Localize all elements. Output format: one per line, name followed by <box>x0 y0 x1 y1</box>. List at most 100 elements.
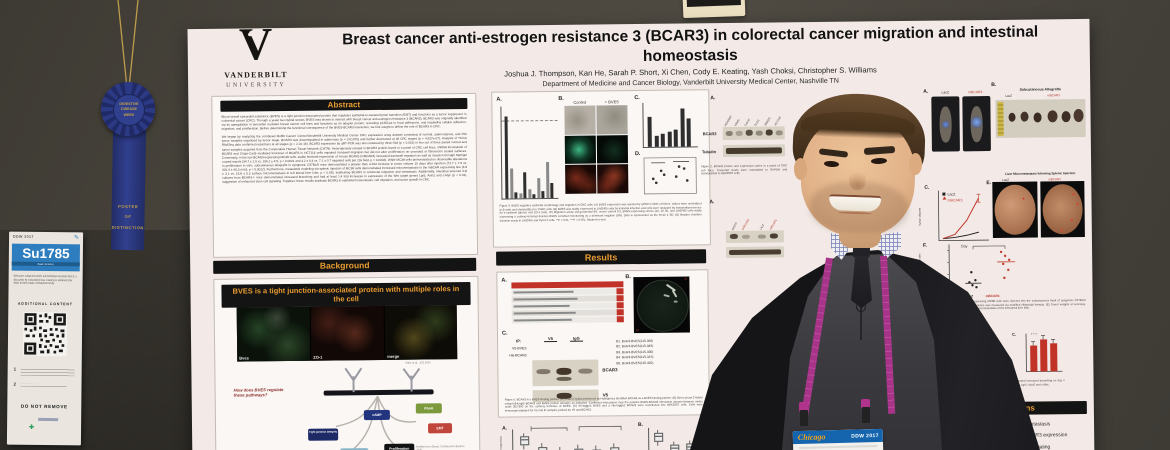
invivo-c2-label: C. <box>1011 331 1017 337</box>
fig5-b-label: B. <box>625 274 631 281</box>
ear-right <box>909 153 922 175</box>
lane-label: HEK293T <box>723 114 733 128</box>
mouse-image-mbcar3 <box>962 96 991 152</box>
tail-line: DISTINCTION <box>111 224 144 231</box>
card-step-2: 2 <box>13 381 17 387</box>
construct-item: B5. Bcar3-BVES(115-302) <box>616 360 654 366</box>
session-code: Su1785 <box>22 245 70 262</box>
abstract-paragraph-2: We began by analyzing the combined Moffi… <box>221 132 468 184</box>
ribbon-tail: POSTER OF DISTINCTION <box>110 129 147 251</box>
bves-panel-title: BVES is a tight junction-associated prot… <box>221 281 471 308</box>
eposter-logo: ✚ <box>29 416 59 431</box>
card-brand-logo: DDW 2017 <box>13 234 34 239</box>
invivo-e-label: E. <box>986 180 992 187</box>
badge-clip-left-metal <box>800 410 808 426</box>
red-if-control <box>565 164 597 194</box>
coip-ip-label: IP: <box>516 338 522 344</box>
card-warning: DO NOT REMOVE <box>20 403 68 410</box>
liver-photo-lacz <box>992 181 1038 239</box>
fig3-if-grid <box>564 105 629 194</box>
y2h-table <box>511 281 624 324</box>
group-label: shBCAR3 <box>740 218 751 231</box>
fig3-dotplot-d <box>643 156 697 195</box>
lane-label: SW620 <box>763 116 772 127</box>
micro-citation: Osler et al., JCS 2005 <box>405 361 431 365</box>
coip-row1-label: V5-BVES <box>512 346 527 351</box>
rosette-line: DISEASE <box>121 107 137 112</box>
pathway-connectors <box>335 395 417 450</box>
session-card: DDW 2017 ✎ Su1785 Basic Science BREAST C… <box>6 231 84 446</box>
fig3-c-label: C. <box>634 95 640 102</box>
pathway-question: How does BVES regulate these pathways? <box>233 387 284 399</box>
tubulin-blot-strip <box>722 144 785 158</box>
blots-caption: Figure 2. BCAR3 protein and expression v… <box>701 163 788 176</box>
microscopy-strip: Bves ZO-1 merge <box>236 305 458 362</box>
sweater-zipper <box>860 300 862 340</box>
step1-text-lines <box>20 367 75 377</box>
construct-list: B1. Bcar3-BVES(115-360) B2. Bcar3-BVES(1… <box>616 338 704 366</box>
red-if-bves <box>597 164 629 193</box>
background-header: Background <box>213 257 477 274</box>
tumor-volume-chart: LacZ mBCAR3 Day <box>937 190 989 248</box>
badge-text-line <box>799 444 878 450</box>
fig3-col-header-bves: + BVES <box>604 99 619 105</box>
pen-icon: ✎ <box>73 235 80 242</box>
figure3-panel: A. B. Control + BVES <box>491 89 711 248</box>
boxplot-b-label: B. <box>637 421 644 429</box>
coip-row2-label: His-BCAR3 <box>509 353 527 358</box>
fig3-barchart-c <box>642 102 698 148</box>
group-label: LacZ <box>758 223 766 231</box>
fig3-col-header-control: Control <box>573 99 587 105</box>
tumor-volume-ylabel: Tumor Volume <box>917 207 922 226</box>
enteroid-barchart: * * * <box>1025 333 1063 373</box>
fig5-a-label: A. <box>501 277 507 284</box>
invivo-a-label: A. <box>923 88 929 95</box>
liver-header: Liver Micrometastasis following Splenic … <box>1005 171 1076 176</box>
boxplot-a-label: A. <box>502 425 508 432</box>
kd-blot-strip1 <box>725 230 784 244</box>
fig3-a-label: A. <box>496 96 502 103</box>
pathway-box-rhoa: RhoA <box>415 403 442 414</box>
tail-line: OF <box>124 214 132 220</box>
group-label: shGFP <box>730 221 739 231</box>
rosette-line: WEEK <box>123 112 135 117</box>
blot-band2-label: Tubulin <box>701 149 717 155</box>
boxplot-panel: A. BCAR3 expression B. <box>498 417 709 450</box>
micro-image-zo1: ZO-1 <box>310 305 385 361</box>
invivo-panel: A. LacZ mBCAR3 Subcutaneous Allografts B… <box>917 79 1090 450</box>
kd-a-label: A. <box>709 199 715 206</box>
svg-text:* * *: * * * <box>1031 333 1038 337</box>
fig3-d-label: D. <box>634 151 641 158</box>
vanderbilt-wordmark-2: UNIVERSITY <box>226 82 287 89</box>
micro-image-merge: merge <box>384 305 458 360</box>
ribbon-rosette: DIGESTIVE DISEASE WEEK <box>101 82 155 136</box>
boxplot-a-axes <box>512 425 634 450</box>
ear-left <box>794 158 807 180</box>
bcar3-blot-strip <box>722 126 785 141</box>
subq-lacz-label: LacZ <box>1005 93 1013 98</box>
brightfield-control <box>564 105 596 135</box>
qr-code <box>22 311 68 357</box>
invivo-b-label: B. <box>991 81 997 89</box>
coip-band1-label: BCAR3 <box>602 367 618 373</box>
tail-line: POSTER <box>118 203 139 210</box>
micro-label: Bves <box>239 355 249 361</box>
rosette-line: DIGESTIVE <box>119 101 139 106</box>
aisle-placard: 1785 <box>682 0 746 19</box>
fig3-b-label: B. <box>558 95 564 102</box>
group-label: mBCAR3 <box>768 218 778 231</box>
lane-label: HCT116 <box>773 115 782 127</box>
step2-text-lines <box>20 383 67 388</box>
subq-mbcar3-label: mBCAR3 <box>1047 93 1060 98</box>
vanderbilt-wordmark: VANDERBILT <box>224 69 288 80</box>
pathway-citation: Modified from Brand, Cell Biochem Biophy… <box>416 445 465 450</box>
invivo-f-label: F. <box>922 242 927 249</box>
pathway-box-proliferation: Proliferation <box>384 443 415 450</box>
micro-image-bves: Bves <box>236 306 311 362</box>
lane-label: Caco2 <box>743 117 751 127</box>
micro-label: merge <box>387 353 400 359</box>
blots-a-label: A. <box>710 95 716 102</box>
blot-band1-label: BCAR3 <box>702 131 717 137</box>
mice-lacz-label: LacZ <box>941 90 950 95</box>
